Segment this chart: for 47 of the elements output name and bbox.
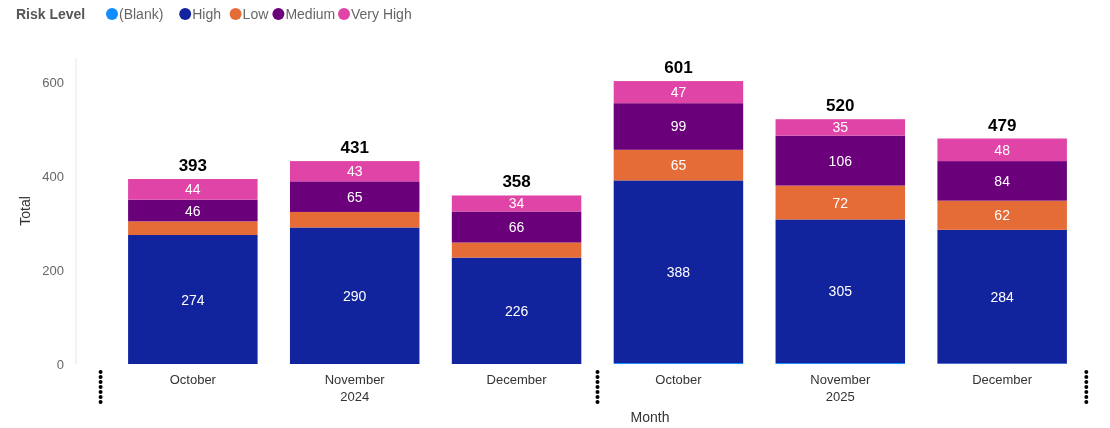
data-label: 35	[832, 119, 849, 136]
data-label: 284	[990, 288, 1015, 305]
y-tick-label: 600	[42, 74, 64, 90]
data-label: 274	[181, 291, 205, 308]
data-label: 48	[994, 141, 1011, 158]
total-label: 358	[502, 172, 531, 192]
total-label: 601	[664, 58, 693, 78]
data-label: 66	[508, 219, 525, 236]
legend-label: Low	[242, 6, 270, 22]
text: 2024	[340, 389, 370, 404]
data-label: 84	[994, 172, 1011, 189]
data-label: 47	[670, 84, 687, 101]
total-label: 431	[340, 138, 369, 158]
x-tick-label: November	[324, 372, 386, 387]
total-label: 393	[178, 155, 208, 175]
data-label: 44	[185, 181, 201, 198]
data-label: 290	[343, 287, 367, 304]
data-label: 34	[508, 195, 525, 212]
data-label: 99	[670, 118, 687, 135]
data-label: 305	[828, 283, 853, 300]
legend-label: Medium	[285, 6, 336, 22]
data-label: 43	[346, 163, 363, 180]
y-tick-label: 0	[56, 357, 64, 372]
legend-label: (Blank)	[119, 6, 164, 22]
data-label: 65	[670, 157, 687, 174]
x-tick-label: December	[486, 372, 548, 387]
text: 2025	[825, 389, 855, 404]
y-tick-label: 400	[42, 168, 64, 184]
total-label: 520	[826, 96, 855, 116]
x-tick-label: October	[169, 372, 217, 387]
data-label: 388	[666, 263, 691, 280]
y-tick-label: 200	[42, 262, 64, 278]
x-axis-title: Month	[630, 409, 670, 425]
data-label: 106	[828, 152, 853, 169]
data-label: 72	[832, 194, 849, 211]
legend-title: Risk Level	[16, 6, 86, 22]
data-label: 62	[994, 207, 1011, 224]
legend-label: Very High	[351, 6, 412, 22]
data-label: 46	[185, 202, 201, 219]
legend-label: High	[192, 6, 221, 22]
x-tick-label: December	[972, 372, 1033, 387]
y-axis-title: Total	[17, 196, 33, 226]
x-tick-label: November	[810, 372, 871, 387]
data-label: 226	[504, 302, 529, 319]
data-label: 65	[346, 188, 363, 205]
total-label: 479	[987, 115, 1017, 135]
x-tick-label: October	[655, 372, 703, 387]
